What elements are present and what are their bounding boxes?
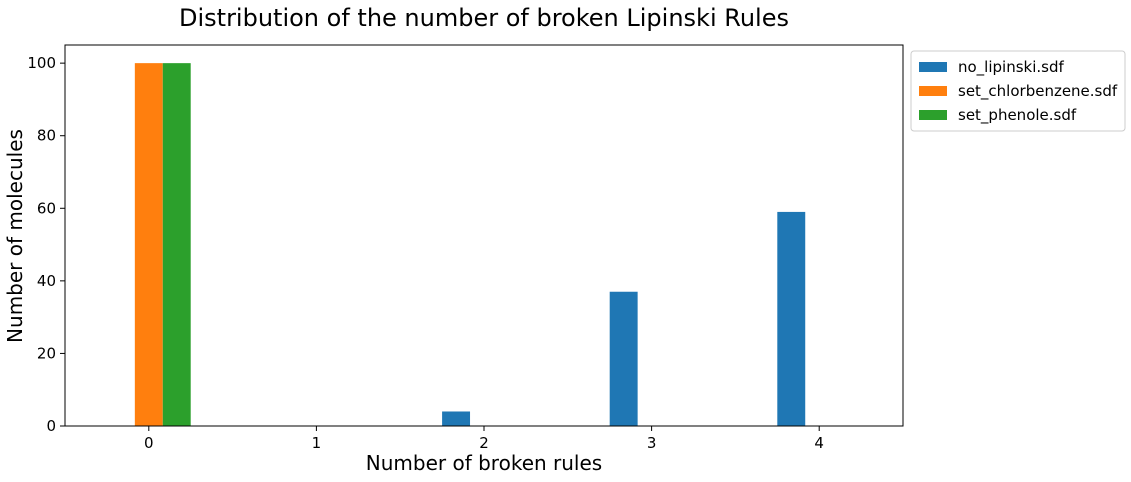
y-tick-label-100: 100 — [27, 54, 56, 72]
legend-swatch-set_phenole.sdf — [919, 110, 947, 120]
y-axis-label: Number of molecules — [3, 129, 27, 343]
bar-no_lipinski.sdf-3 — [609, 291, 638, 426]
bar-set_phenole.sdf-0 — [162, 63, 191, 427]
y-tick-label-80: 80 — [37, 127, 56, 145]
legend-label-set_chlorbenzene.sdf: set_chlorbenzene.sdf — [958, 82, 1118, 101]
legend-label-set_phenole.sdf: set_phenole.sdf — [958, 106, 1077, 125]
x-tick-label-2: 2 — [479, 434, 489, 452]
legend-swatch-set_chlorbenzene.sdf — [919, 86, 947, 96]
bar-no_lipinski.sdf-2 — [442, 411, 471, 426]
x-axis-label: Number of broken rules — [366, 451, 602, 475]
bars-layer — [134, 63, 806, 427]
bar-no_lipinski.sdf-4 — [777, 211, 806, 426]
x-tick-label-0: 0 — [144, 434, 154, 452]
y-tick-label-60: 60 — [37, 199, 56, 217]
legend: no_lipinski.sdf set_chlorbenzene.sdf set_p… — [910, 50, 1126, 132]
legend-box — [910, 50, 1126, 132]
chart-title: Distribution of the number of broken Lip… — [179, 4, 789, 32]
y-tick-label-20: 20 — [37, 344, 56, 362]
x-tick-label-3: 3 — [647, 434, 657, 452]
y-tick-label-40: 40 — [37, 272, 56, 290]
bar-set_chlorbenzene.sdf-0 — [134, 63, 163, 427]
legend-label-no_lipinski.sdf: no_lipinski.sdf — [958, 58, 1064, 77]
x-tick-label-4: 4 — [814, 434, 824, 452]
y-tick-label-0: 0 — [46, 417, 56, 435]
legend-swatch-no_lipinski.sdf — [919, 62, 947, 72]
x-tick-label-1: 1 — [312, 434, 322, 452]
